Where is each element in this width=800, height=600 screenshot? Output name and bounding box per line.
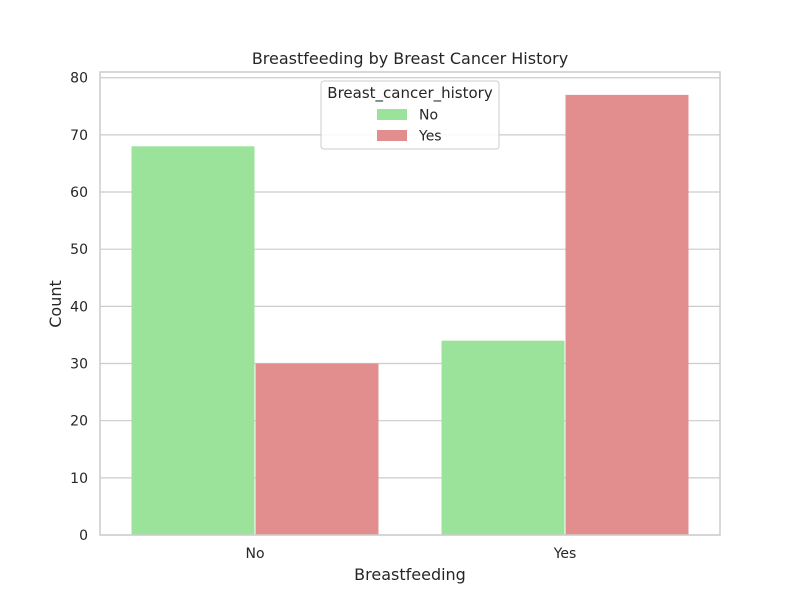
y-tick-label: 80 (70, 71, 88, 87)
x-axis-label: Breastfeeding (354, 565, 466, 584)
y-tick-label: 60 (70, 185, 88, 201)
y-axis-label: Count (46, 280, 65, 328)
x-tick-label: Yes (553, 546, 577, 562)
y-tick-label: 40 (70, 299, 88, 315)
bar-yes-yes (565, 94, 689, 535)
legend-label: No (419, 108, 438, 124)
y-tick-label: 30 (70, 357, 88, 373)
chart-title: Breastfeeding by Breast Cancer History (252, 49, 568, 68)
legend-label: Yes (418, 129, 442, 145)
legend-box (320, 80, 500, 150)
y-tick-label: 70 (70, 128, 88, 144)
legend-title: Breast_cancer_history (327, 84, 493, 103)
bar-no-yes (255, 363, 379, 535)
y-tick-label: 0 (79, 528, 88, 544)
x-tick-label: No (245, 546, 264, 562)
legend-items: No Yes (377, 108, 442, 145)
y-tick-labels: 0 10 20 30 40 50 60 70 80 (70, 71, 88, 544)
bar-yes-no (441, 340, 565, 535)
y-tick-label: 10 (70, 471, 88, 487)
legend: Breast_cancer_history No Yes (320, 80, 500, 150)
y-tick-label: 20 (70, 414, 88, 430)
plot-frame (99, 71, 721, 536)
bar-no-no (131, 146, 255, 535)
y-tick-label: 50 (70, 242, 88, 258)
legend-swatch (377, 109, 407, 120)
legend-swatch (377, 130, 407, 141)
bars-group (131, 94, 689, 535)
x-tick-labels: No Yes (245, 546, 576, 562)
